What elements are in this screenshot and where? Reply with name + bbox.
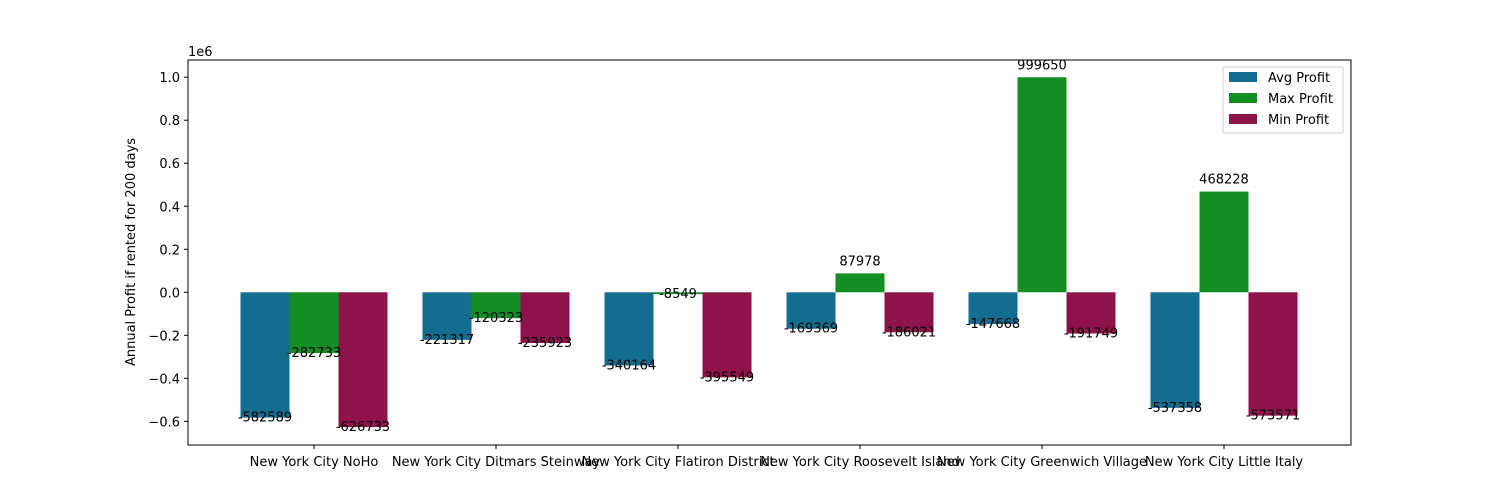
bar-avg-profit-0: [240, 292, 290, 418]
y-tick-label: 0.4: [159, 200, 180, 215]
bar-avg-profit-1: [422, 292, 472, 340]
bar-max-profit-5: [1199, 191, 1249, 293]
bar-min-profit-2: [702, 292, 752, 378]
legend-label: Min Profit: [1268, 113, 1329, 128]
legend-swatch-avg-profit: [1229, 72, 1257, 82]
plot-frame: [187, 59, 1352, 446]
y-tick-label: 0.8: [159, 114, 180, 129]
bar-min-profit-1: [520, 292, 570, 344]
bar-value-label: -8549: [659, 287, 697, 302]
bars-layer: [240, 77, 1298, 428]
bar-avg-profit-3: [786, 292, 836, 329]
x-axis: New York City NoHo New York City Ditmars …: [250, 445, 1304, 470]
y-axis-label: Annual Profit if rented for 200 days: [124, 138, 139, 366]
x-tick-label: New York City Flatiron District: [581, 455, 774, 470]
legend-swatch-min-profit: [1229, 114, 1257, 124]
bar-avg-profit-2: [604, 292, 654, 366]
y-scale-label: 1e6: [188, 45, 213, 60]
bar-value-label: 468228: [1199, 173, 1249, 188]
bar-value-label: -191749: [1064, 327, 1118, 342]
bar-value-label: -626733: [336, 420, 390, 435]
bar-min-profit-5: [1248, 292, 1298, 416]
y-tick-label: −0.2: [148, 329, 180, 344]
bar-value-label: -186021: [882, 325, 936, 340]
bar-max-profit-3: [835, 273, 885, 293]
y-tick-label: 0.6: [159, 157, 180, 172]
y-tick-label: −0.4: [148, 372, 180, 387]
bar-max-profit-4: [1017, 77, 1067, 293]
bar-value-label: -582589: [238, 411, 292, 426]
bar-avg-profit-5: [1150, 292, 1200, 408]
bar-avg-profit-4: [968, 292, 1018, 325]
bar-value-label: 87978: [839, 254, 880, 269]
bar-value-label: -573571: [1246, 409, 1300, 424]
y-tick-label: 0.2: [159, 243, 180, 258]
x-tick-label: New York City Little Italy: [1145, 455, 1304, 470]
bar-value-label: 999650: [1017, 58, 1067, 73]
bar-min-profit-0: [338, 292, 388, 428]
bar-value-label: -120323: [469, 311, 523, 326]
y-tick-label: 0.0: [159, 286, 180, 301]
x-tick-label: New York City Ditmars Steinway: [392, 455, 601, 470]
y-axis: −0.6 −0.4 −0.2 0.0 0.2 0.4 0.6 0.8 1.0: [148, 71, 188, 430]
bar-min-profit-4: [1066, 292, 1116, 334]
legend-label: Avg Profit: [1268, 71, 1330, 86]
bar-max-profit-1: [471, 292, 521, 319]
legend-label: Max Profit: [1268, 92, 1333, 107]
y-tick-label: 1.0: [159, 71, 180, 86]
bar-max-profit-0: [289, 292, 339, 354]
bar-value-label: -169369: [784, 322, 838, 337]
bar-value-label: -235923: [518, 336, 572, 351]
x-tick-label: New York City Greenwich Village: [937, 455, 1147, 470]
bar-value-label: -395549: [700, 370, 754, 385]
x-tick-label: New York City Roosevelt Island: [760, 455, 960, 470]
legend: Avg Profit Max Profit Min Profit: [1222, 66, 1344, 134]
y-tick-label: −0.6: [148, 415, 180, 430]
bar-max-profit-2: [653, 292, 703, 295]
bar-labels-layer: -582589 -221317 -340164 -169369 -147668 -5373…: [238, 58, 1300, 435]
bar-value-label: -340164: [602, 358, 656, 373]
bar-value-label: -537358: [1148, 401, 1202, 416]
bar-value-label: -147668: [966, 317, 1020, 332]
x-tick-label: New York City NoHo: [250, 455, 379, 470]
bar-value-label: -282733: [287, 346, 341, 361]
bar-value-label: -221317: [420, 333, 474, 348]
bar-min-profit-3: [884, 292, 934, 333]
legend-swatch-max-profit: [1229, 93, 1257, 103]
